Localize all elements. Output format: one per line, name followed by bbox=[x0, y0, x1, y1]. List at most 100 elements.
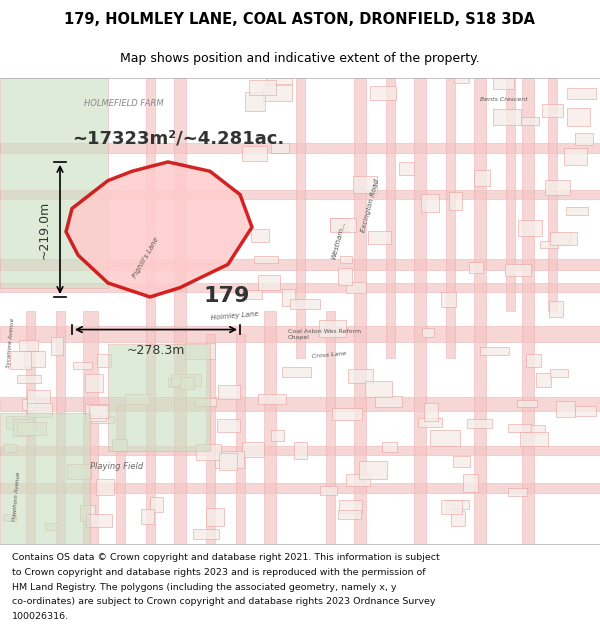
Bar bbox=[354, 78, 366, 544]
Polygon shape bbox=[66, 162, 252, 297]
Text: Map shows position and indicative extent of the property.: Map shows position and indicative extent… bbox=[120, 52, 480, 65]
Text: Contains OS data © Crown copyright and database right 2021. This information is : Contains OS data © Crown copyright and d… bbox=[12, 554, 440, 562]
Bar bbox=[567, 108, 590, 126]
Bar bbox=[522, 78, 534, 544]
Text: Westham...: Westham... bbox=[330, 221, 346, 261]
Bar bbox=[368, 231, 391, 244]
Bar bbox=[346, 474, 370, 486]
Bar bbox=[330, 218, 356, 232]
Bar bbox=[85, 404, 106, 421]
Bar bbox=[0, 283, 600, 292]
Bar bbox=[340, 256, 352, 263]
Bar bbox=[521, 117, 539, 125]
Bar bbox=[249, 80, 276, 95]
Text: Hawthorn Avenue: Hawthorn Avenue bbox=[12, 472, 21, 521]
Bar bbox=[467, 419, 492, 429]
Bar bbox=[22, 399, 35, 410]
Bar bbox=[505, 78, 515, 311]
Bar bbox=[0, 326, 600, 342]
Bar bbox=[195, 398, 215, 406]
Bar bbox=[294, 442, 307, 459]
Bar bbox=[193, 529, 219, 539]
Bar bbox=[469, 262, 482, 273]
Text: HM Land Registry. The polygons (including the associated geometry, namely x, y: HM Land Registry. The polygons (includin… bbox=[12, 582, 397, 592]
Bar bbox=[382, 442, 397, 451]
Bar bbox=[549, 301, 563, 316]
Bar bbox=[125, 394, 149, 404]
Bar bbox=[296, 78, 305, 357]
Bar bbox=[319, 320, 346, 337]
Bar bbox=[338, 510, 361, 519]
Bar bbox=[545, 180, 570, 195]
Bar bbox=[215, 451, 244, 468]
Bar bbox=[0, 190, 600, 199]
Bar bbox=[167, 378, 185, 387]
Bar bbox=[10, 351, 31, 369]
Text: 179: 179 bbox=[204, 286, 250, 306]
Bar bbox=[508, 488, 527, 496]
Bar bbox=[330, 217, 347, 231]
Bar bbox=[520, 432, 548, 446]
Bar bbox=[399, 162, 415, 175]
Bar bbox=[332, 408, 362, 419]
Bar bbox=[290, 299, 320, 309]
Bar bbox=[217, 419, 240, 432]
Bar bbox=[141, 509, 154, 524]
Bar bbox=[414, 78, 426, 544]
Text: Bents Crescent: Bents Crescent bbox=[480, 98, 528, 102]
Polygon shape bbox=[108, 344, 210, 451]
Bar bbox=[13, 419, 33, 436]
Bar bbox=[146, 78, 155, 544]
Bar bbox=[424, 403, 438, 421]
Bar bbox=[454, 69, 469, 82]
Bar bbox=[338, 268, 352, 284]
Bar bbox=[517, 399, 536, 408]
Bar bbox=[3, 514, 16, 521]
Bar bbox=[430, 430, 460, 446]
Bar bbox=[67, 464, 91, 479]
Bar bbox=[353, 176, 377, 192]
Bar bbox=[6, 416, 35, 429]
Text: Cross Lane: Cross Lane bbox=[312, 351, 347, 359]
Bar bbox=[185, 342, 215, 359]
Text: Holmley Lane: Holmley Lane bbox=[210, 311, 258, 321]
Bar bbox=[375, 396, 402, 408]
Bar bbox=[418, 419, 442, 428]
Bar bbox=[264, 311, 276, 544]
Bar bbox=[258, 276, 280, 290]
Bar bbox=[320, 486, 337, 495]
Bar bbox=[86, 514, 112, 528]
Text: Excington Road: Excington Road bbox=[360, 178, 380, 232]
Bar bbox=[91, 416, 114, 423]
Bar bbox=[263, 85, 292, 101]
Bar bbox=[536, 373, 551, 387]
Bar bbox=[23, 351, 44, 368]
Bar bbox=[19, 339, 38, 351]
Bar bbox=[235, 334, 245, 544]
Bar bbox=[542, 104, 563, 118]
Bar bbox=[445, 78, 455, 357]
Bar bbox=[553, 232, 571, 244]
Bar bbox=[80, 505, 95, 521]
Bar bbox=[370, 86, 395, 101]
Bar bbox=[283, 289, 295, 306]
Bar bbox=[518, 220, 542, 236]
Bar bbox=[112, 439, 127, 451]
Bar bbox=[115, 404, 125, 544]
Bar bbox=[89, 404, 109, 418]
Bar bbox=[575, 406, 596, 416]
Bar bbox=[0, 446, 600, 455]
Bar bbox=[0, 397, 600, 411]
Bar bbox=[508, 424, 531, 432]
Bar bbox=[150, 498, 163, 512]
Bar bbox=[548, 78, 557, 311]
Bar bbox=[266, 75, 292, 84]
Bar bbox=[206, 508, 224, 526]
Bar bbox=[421, 194, 439, 213]
Text: Pighill's Lane: Pighill's Lane bbox=[132, 237, 160, 279]
Bar bbox=[51, 337, 63, 356]
Bar bbox=[85, 374, 103, 392]
Bar bbox=[359, 461, 388, 479]
Text: 100026316.: 100026316. bbox=[12, 612, 69, 621]
Bar bbox=[0, 483, 600, 492]
